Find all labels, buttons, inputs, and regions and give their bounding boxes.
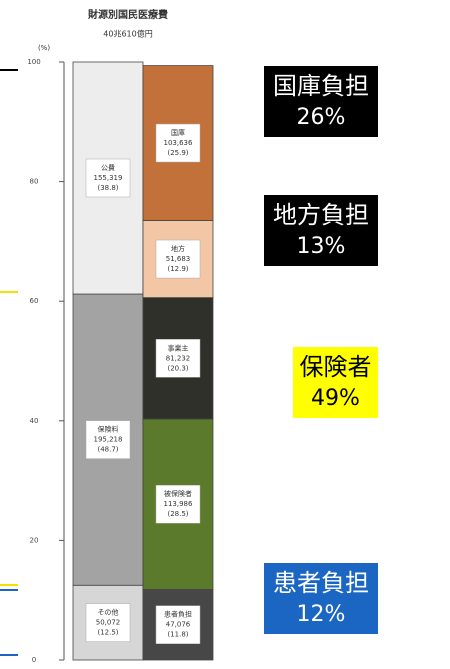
segment-name: 事業主 (168, 343, 189, 352)
segment-name: 地方 (171, 244, 185, 253)
annotation-label: 患者負担 (273, 569, 369, 597)
segment-label-box (155, 123, 201, 163)
segment-value-label: (12.5) (97, 629, 118, 637)
segment-value-label: (20.3) (167, 364, 188, 372)
annotation-box (264, 563, 378, 634)
segment-label-box (155, 239, 201, 279)
chart-subtitle: 40兆610億円 (103, 29, 152, 39)
annotation-box (264, 195, 378, 266)
segment-name: 被保険者 (164, 489, 192, 498)
segment-amount: 51,683 (166, 255, 191, 263)
y-tick-label: 60 (30, 297, 39, 305)
segment-amount: 81,232 (166, 354, 191, 362)
y-tick-label: 100 (27, 58, 40, 66)
y-tick-label: 20 (30, 536, 39, 544)
segment-value-label: (48.7) (97, 446, 118, 454)
annotation-label: 地方負担 (273, 201, 369, 229)
segment-amount: 103,636 (164, 139, 193, 147)
annotation-label: 保険者 (300, 353, 372, 381)
chart-title: 財源別国民医療費 (87, 8, 168, 21)
segment-label-box (155, 484, 201, 524)
annotation-box (264, 66, 378, 137)
segment-name: その他 (98, 608, 119, 617)
annotation-value: 49% (311, 386, 360, 411)
segment-name: 保険料 (98, 425, 119, 434)
annotation-value: 12% (297, 602, 346, 627)
segment-label-box (85, 420, 131, 459)
segment-name: 公費 (101, 163, 115, 172)
segment-value-label: (11.8) (167, 631, 188, 639)
segment-amount: 50,072 (96, 619, 121, 627)
segment-label-box (85, 158, 131, 198)
segment-value-label: (25.9) (167, 149, 188, 157)
y-tick-label: 80 (30, 178, 39, 186)
segment-value-label: (28.5) (167, 510, 188, 518)
segment-label-box (85, 603, 131, 642)
segment-label-box (155, 605, 201, 644)
segment-label-box (155, 339, 201, 378)
y-unit: (%) (38, 44, 50, 52)
segment-value-label: (12.9) (167, 265, 188, 273)
y-tick-label: 0 (32, 656, 36, 664)
annotation-value: 26% (297, 105, 346, 130)
segment-name: 国庫 (171, 128, 185, 137)
segment-value-label: (38.8) (97, 184, 118, 192)
y-tick-label: 40 (30, 417, 39, 425)
annotation-box (293, 347, 378, 418)
segment-amount: 155,319 (94, 174, 123, 182)
annotation-label: 国庫負担 (273, 72, 369, 100)
segment-amount: 47,076 (166, 621, 191, 629)
segment-amount: 195,218 (94, 436, 123, 444)
annotation-value: 13% (297, 234, 346, 259)
segment-amount: 113,986 (164, 500, 193, 508)
segment-name: 患者負担 (164, 610, 192, 619)
